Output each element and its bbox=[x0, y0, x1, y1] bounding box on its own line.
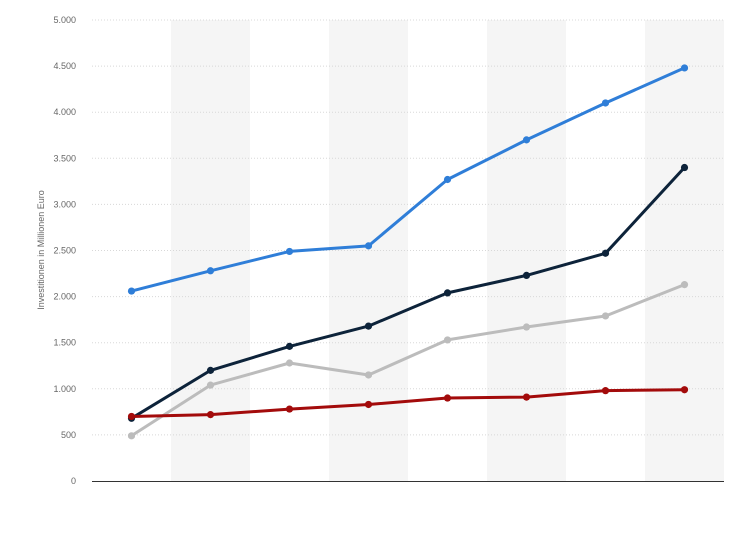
data-point[interactable] bbox=[127, 432, 136, 440]
y-tick-label: 1.000 bbox=[53, 384, 76, 394]
data-point[interactable] bbox=[364, 322, 373, 330]
y-tick-label: 500 bbox=[61, 430, 76, 440]
data-point[interactable] bbox=[206, 267, 215, 275]
data-point[interactable] bbox=[206, 366, 215, 374]
data-point[interactable] bbox=[285, 247, 294, 256]
data-point[interactable] bbox=[522, 323, 531, 331]
data-point[interactable] bbox=[601, 312, 610, 320]
data-point[interactable] bbox=[206, 381, 215, 389]
series-1 bbox=[127, 64, 689, 295]
y-tick-label: 4.500 bbox=[53, 61, 76, 71]
data-point[interactable] bbox=[522, 136, 531, 144]
series-line bbox=[130, 388, 686, 418]
y-tick-label: 5.000 bbox=[53, 15, 76, 25]
y-tick-label: 3.500 bbox=[53, 153, 76, 163]
data-point[interactable] bbox=[443, 336, 452, 344]
data-point[interactable] bbox=[127, 412, 136, 421]
data-point[interactable] bbox=[364, 400, 373, 409]
gridlines bbox=[92, 19, 724, 436]
series-4 bbox=[127, 386, 689, 421]
data-point[interactable] bbox=[522, 393, 531, 401]
data-point[interactable] bbox=[443, 175, 452, 184]
series-2 bbox=[127, 163, 689, 422]
data-point[interactable] bbox=[680, 64, 689, 72]
y-tick-label: 2.500 bbox=[53, 246, 76, 256]
data-point[interactable] bbox=[680, 163, 689, 172]
y-axis-ticks: 0 500 1.000 1.500 2.000 2.500 3.000 3.500 4.000 4… bbox=[53, 15, 76, 486]
data-point[interactable] bbox=[680, 281, 689, 289]
data-point[interactable] bbox=[680, 386, 689, 394]
series-line bbox=[130, 66, 686, 293]
y-tick-label: 4.000 bbox=[53, 107, 76, 117]
data-point[interactable] bbox=[285, 359, 294, 367]
data-point[interactable] bbox=[285, 405, 294, 413]
data-point[interactable] bbox=[443, 289, 452, 297]
data-point[interactable] bbox=[127, 287, 136, 295]
series-line bbox=[130, 166, 686, 420]
y-tick-label: 1.500 bbox=[53, 338, 76, 348]
data-point[interactable] bbox=[522, 271, 531, 279]
data-point[interactable] bbox=[601, 249, 610, 257]
y-tick-label: 2.000 bbox=[53, 292, 76, 302]
data-point[interactable] bbox=[601, 99, 610, 107]
data-point[interactable] bbox=[443, 394, 452, 402]
series-group bbox=[127, 64, 689, 440]
series-line bbox=[130, 283, 686, 438]
data-point[interactable] bbox=[206, 411, 215, 419]
y-tick-label: 3.000 bbox=[53, 199, 76, 209]
series-3 bbox=[127, 281, 689, 440]
y-tick-label: 0 bbox=[71, 476, 76, 486]
data-point[interactable] bbox=[364, 242, 373, 250]
data-point[interactable] bbox=[285, 342, 294, 350]
data-point[interactable] bbox=[601, 387, 610, 395]
data-point[interactable] bbox=[364, 371, 373, 379]
y-axis-title: Investitionen in Millionen Euro bbox=[36, 190, 46, 310]
